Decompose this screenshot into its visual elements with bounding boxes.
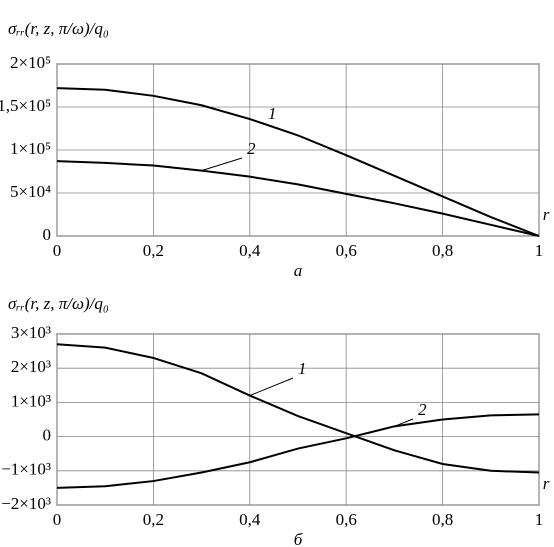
x-tick-label: 0 (53, 241, 62, 260)
x-tick-label: 0,8 (432, 241, 453, 260)
x-tick-label: 0,4 (239, 241, 261, 260)
line-series (56, 87, 540, 237)
y-axis-label: σᵣᵣ(r, z, π/ω)/q₀ (8, 19, 109, 38)
y-tick-label: 0 (43, 225, 52, 244)
panel-caption: б (294, 530, 303, 547)
line-series (56, 160, 540, 237)
curve-label: 1 (298, 359, 307, 378)
y-tick-label: 5×10⁴ (10, 182, 51, 201)
panel-caption: а (294, 261, 303, 280)
y-tick-label: 0 (43, 426, 52, 445)
x-tick-label: 0,6 (336, 241, 357, 260)
x-tick-label: 0,2 (143, 510, 164, 529)
x-tick-label: 0 (53, 510, 62, 529)
x-axis-label: r (543, 205, 550, 224)
y-tick-label: 2×10⁵ (10, 53, 51, 72)
label-leader (262, 122, 299, 136)
x-axis-label: r (543, 474, 550, 493)
y-tick-label: 1×10³ (11, 391, 51, 410)
y-tick-label: 1×10⁵ (10, 139, 51, 158)
x-tick-label: 0,6 (336, 510, 357, 529)
line-series (56, 413, 540, 489)
label-leader (394, 418, 414, 427)
y-tick-label: −2×10³ (1, 494, 51, 513)
x-tick-label: 0,8 (432, 510, 453, 529)
curve-label: 2 (247, 139, 256, 158)
curve-label: 1 (268, 104, 277, 123)
x-tick-label: 1 (535, 510, 544, 529)
y-tick-label: −1×10³ (1, 460, 51, 479)
label-leader (201, 157, 243, 172)
label-leader (249, 377, 294, 397)
y-tick-label: 3×10³ (11, 323, 51, 342)
y-axis-label: σᵣᵣ(r, z, π/ω)/q₀ (8, 294, 109, 313)
curve-label: 2 (418, 400, 427, 419)
x-tick-label: 0,2 (143, 241, 164, 260)
y-tick-label: 2×10³ (11, 357, 51, 376)
x-tick-label: 1 (535, 241, 544, 260)
y-tick-label: 1,5×10⁵ (0, 96, 51, 115)
line-series (56, 343, 540, 474)
x-tick-label: 0,4 (239, 510, 261, 529)
